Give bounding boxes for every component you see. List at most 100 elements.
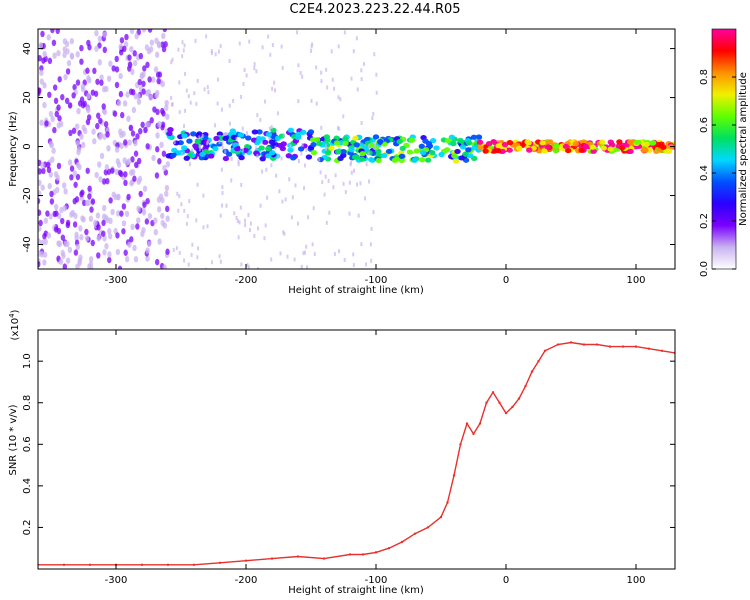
spectrogram-cell	[457, 137, 464, 144]
spectrogram-cell	[161, 32, 166, 40]
spectrogram-cell	[162, 164, 167, 172]
spectrogram-cell	[564, 147, 572, 154]
spectrogram-cell	[119, 37, 125, 44]
spectrogram-cell	[408, 137, 416, 143]
spectrogram-cell	[283, 231, 286, 236]
spectrogram-cell	[590, 148, 597, 154]
spectrogram-cell	[114, 81, 120, 89]
spectrogram-cell	[251, 129, 259, 135]
spectrogram-cell	[352, 252, 355, 257]
spectrogram-cell	[161, 150, 167, 157]
spectrogram-cell	[101, 103, 106, 110]
spectrogram-cell	[318, 157, 321, 162]
spectrogram-cell	[221, 145, 224, 150]
spectrogram-cell	[465, 140, 473, 146]
spectrogram-cell	[88, 215, 94, 222]
snr-y-multiplier: (x104)	[8, 309, 21, 340]
snr-y-multiplier-close: )	[10, 309, 21, 313]
spectrogram-cell	[94, 45, 99, 52]
spectrogram-cell	[211, 260, 214, 265]
spectrogram-cell	[72, 170, 77, 177]
spectrogram-cell	[353, 142, 360, 148]
spectrogram-cell	[281, 65, 284, 70]
spectrogram-cell	[238, 155, 245, 161]
spectrogram-cell	[40, 184, 45, 191]
spectrogram-cell	[236, 219, 239, 224]
snr-data-point	[511, 405, 514, 409]
spectrogram-cell	[146, 48, 152, 55]
spectrogram-y-tick-label: -20	[22, 187, 33, 203]
spectrogram-cell	[343, 30, 346, 35]
spectrogram-cell	[643, 141, 650, 148]
spectrogram-cell	[225, 203, 228, 208]
spectrogram-cell	[190, 252, 193, 257]
spectrogram-cell	[196, 182, 199, 187]
spectrogram-cell	[181, 145, 188, 151]
spectrogram-cell	[552, 148, 560, 154]
spectrogram-cell	[44, 120, 49, 127]
spectrogram-cell	[62, 205, 67, 212]
spectrogram-cell	[49, 198, 55, 205]
snr-data-point	[569, 341, 573, 344]
spectrogram-cell	[253, 150, 260, 156]
colorbar: 0.0 0.2 0.4 0.6 0.8 Normalized spectral ampl…	[699, 28, 749, 277]
spectrogram-cell	[97, 59, 103, 66]
spectrogram-cell	[48, 140, 54, 148]
spectrogram-cell	[234, 146, 241, 152]
spectrogram-cell	[129, 29, 135, 35]
spectrogram-cell	[274, 145, 277, 150]
spectrogram-frame	[37, 28, 676, 270]
spectrogram-cell	[372, 111, 375, 116]
spectrogram-cell	[237, 235, 240, 240]
spectrogram-cell	[199, 143, 202, 148]
spectrogram-cell	[429, 149, 436, 156]
spectrogram-cell	[178, 110, 181, 115]
spectrogram-cell	[145, 247, 150, 254]
spectrogram-cell	[237, 132, 245, 138]
spectrogram-cell	[54, 110, 59, 118]
spectrogram-cell	[56, 49, 61, 57]
snr-data-point	[504, 411, 508, 415]
spectrogram-cell	[259, 117, 262, 122]
spectrogram-cell	[303, 186, 306, 191]
spectrogram-cell	[305, 244, 308, 249]
spectrogram-cell	[118, 72, 123, 80]
spectrogram-cell	[196, 255, 199, 260]
spectrogram-cell	[116, 99, 122, 107]
spectrogram-cell	[147, 212, 153, 220]
spectrogram-cell	[357, 213, 360, 218]
spectrogram-cell	[265, 153, 272, 159]
spectrogram-cell	[372, 210, 375, 215]
spectrogram-cell	[235, 136, 238, 141]
spectrogram-cell	[279, 251, 282, 256]
spectrogram-cell	[79, 234, 84, 241]
spectrogram-cell	[47, 91, 52, 98]
spectrogram-y-axis: -40 -20 0 20 40	[22, 42, 675, 253]
spectrogram-cell	[475, 134, 483, 140]
spectrogram-cell	[73, 181, 78, 188]
spectrogram-cell	[578, 147, 585, 153]
spectrogram-cell	[117, 169, 123, 176]
spectrogram-cell	[134, 161, 139, 169]
spectrogram-cell	[60, 234, 66, 241]
spectrogram-cell	[237, 162, 240, 167]
spectrogram-cell	[135, 223, 140, 230]
spectrogram-cell	[287, 147, 294, 153]
spectrogram-cell	[214, 52, 217, 57]
spectrogram-cell	[114, 146, 120, 153]
snr-series	[38, 341, 675, 567]
spectrogram-cell	[105, 131, 110, 138]
spectrogram-cell	[334, 149, 342, 155]
colorbar-gradient	[712, 29, 736, 269]
spectrogram-cell	[39, 65, 44, 72]
snr-y-axis: 0.2 0.4 0.6 0.8 1.0	[22, 353, 675, 535]
spectrogram-cell	[433, 145, 440, 151]
spectrogram-cell	[539, 140, 546, 146]
spectrogram-cell	[160, 212, 165, 220]
spectrogram-cell	[104, 164, 110, 171]
spectrogram-cell	[96, 234, 101, 242]
spectrogram-cell	[375, 157, 382, 164]
spectrogram-cell	[38, 250, 42, 257]
spectrogram-cell	[331, 77, 334, 82]
spectrogram-cell	[246, 263, 249, 268]
